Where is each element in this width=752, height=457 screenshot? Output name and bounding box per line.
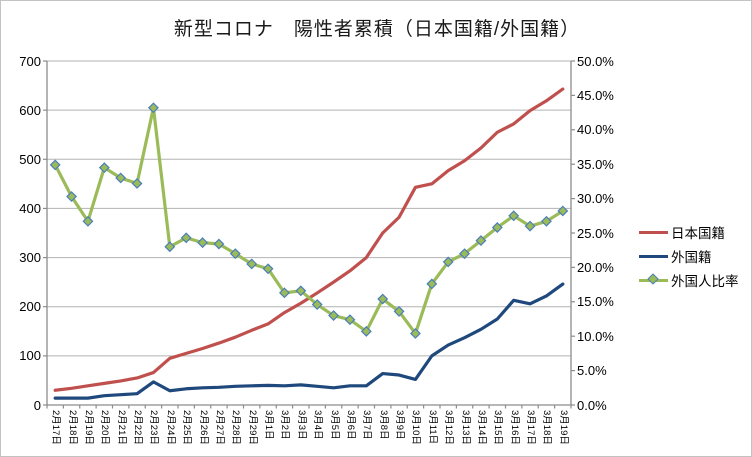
- x-tick-label: 3月3日: [295, 410, 307, 440]
- y-right-tick-label: 15.0%: [577, 294, 614, 310]
- x-tick-label: 2月25日: [181, 410, 193, 445]
- y-left-tick-label: 100: [19, 348, 41, 364]
- x-tick-label: 2月17日: [50, 410, 62, 445]
- legend-label-ratio: 外国人比率: [671, 274, 739, 289]
- x-tick-label: 3月14日: [475, 410, 487, 445]
- legend-line-swatch-japanese: [639, 230, 668, 234]
- y-right-tick-label: 30.0%: [577, 191, 614, 207]
- x-tick-label: 3月1日: [263, 410, 275, 440]
- x-tick-label: 3月7日: [361, 410, 373, 440]
- y-right-tick-label: 20.0%: [577, 259, 614, 275]
- x-tick-label: 2月24日: [164, 410, 176, 445]
- series-foreign-line: [53, 282, 565, 400]
- axes: [43, 60, 575, 409]
- x-tick-label: 2月21日: [115, 410, 127, 445]
- legend-item-foreign: 外国籍: [639, 244, 739, 268]
- legend-label-foreign: 外国籍: [671, 250, 712, 265]
- x-tick-label: 2月29日: [246, 410, 258, 445]
- x-tick-label: 3月11日: [426, 410, 438, 445]
- x-tick-label: 3月15日: [492, 410, 504, 445]
- x-tick-label: 2月22日: [132, 410, 144, 445]
- x-tick-label: 3月18日: [541, 410, 553, 445]
- x-tick-label: 3月17日: [525, 410, 537, 445]
- y-right-tick-label: 50.0%: [577, 53, 614, 69]
- x-tick-label: 2月18日: [66, 410, 78, 445]
- legend-line-swatch-foreign: [639, 254, 668, 258]
- legend-item-japanese: 日本国籍: [639, 220, 739, 244]
- x-tick-label: 3月8日: [377, 410, 389, 440]
- y-left-tick-label: 0: [33, 397, 41, 413]
- legend-line-swatch-ratio: [639, 272, 668, 285]
- x-tick-label: 3月10日: [410, 410, 422, 445]
- y-left-tick-label: 200: [19, 299, 41, 315]
- legend-label-japanese: 日本国籍: [671, 226, 725, 241]
- x-tick-label: 2月26日: [197, 410, 209, 445]
- x-tick-label: 2月23日: [148, 410, 160, 445]
- y-left-tick-label: 400: [19, 200, 41, 216]
- y-right-tick-label: 5.0%: [577, 363, 607, 379]
- x-tick-label: 2月20日: [99, 410, 111, 445]
- y-right-tick-label: 40.0%: [577, 122, 614, 138]
- series-ratio-line: [49, 102, 569, 339]
- y-left-tick-label: 700: [19, 53, 41, 69]
- x-tick-label: 3月6日: [344, 410, 356, 440]
- chart-title: 新型コロナ 陽性者累積（日本国籍/外国籍）: [173, 19, 581, 40]
- y-left-tick-label: 500: [19, 151, 41, 167]
- x-tick-label: 3月12日: [443, 410, 455, 445]
- y-left-tick-label: 600: [19, 102, 41, 118]
- x-tick-label: 3月9日: [394, 410, 406, 440]
- y-right-tick-label: 25.0%: [577, 225, 614, 241]
- x-tick-label: 3月2日: [279, 410, 291, 440]
- x-tick-label: 2月27日: [213, 410, 225, 445]
- x-tick-label: 2月19日: [82, 410, 94, 445]
- y-right-tick-label: 45.0%: [577, 87, 614, 103]
- x-tick-label: 2月28日: [230, 410, 242, 445]
- x-tick-label: 3月19日: [557, 410, 569, 445]
- x-tick-label: 3月16日: [508, 410, 520, 445]
- y-left-tick-label: 300: [19, 250, 41, 266]
- x-tick-label: 3月4日: [312, 410, 324, 440]
- ratio-markers: [49, 102, 569, 339]
- x-tick-label: 3月13日: [459, 410, 471, 445]
- y-right-tick-label: 35.0%: [577, 156, 614, 172]
- y-right-tick-label: 10.0%: [577, 328, 614, 344]
- x-tick-label: 3月5日: [328, 410, 340, 440]
- legend-diamond-icon: [647, 272, 659, 285]
- gridlines: [47, 60, 571, 357]
- legend-item-ratio: 外国人比率: [639, 268, 739, 292]
- y-right-tick-label: 0.0%: [577, 397, 607, 413]
- legend: 日本国籍 外国籍 外国人比率: [639, 220, 739, 292]
- series-japanese-line: [53, 87, 565, 392]
